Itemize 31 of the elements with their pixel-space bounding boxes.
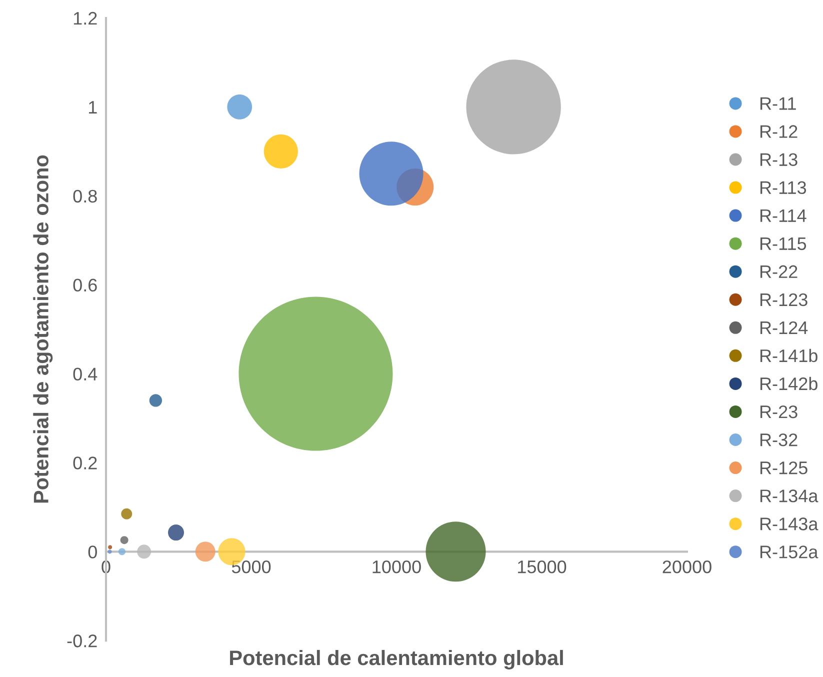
legend-label: R-143a — [760, 518, 818, 530]
legend-label: R-124 — [760, 321, 808, 334]
y-axis-title: Potencial de agotamiento de ozono — [33, 155, 53, 503]
legend-label: R-13 — [760, 153, 798, 166]
legend-label: R-23 — [760, 405, 798, 418]
legend-label: R-11 — [760, 97, 796, 110]
x-tick-label: 20000 — [662, 560, 712, 574]
legend-label: R-114 — [760, 209, 806, 222]
legend-label: R-32 — [760, 433, 798, 446]
y-tick-label: 1 — [89, 101, 97, 114]
legend-label: R-134a — [760, 490, 818, 502]
legend-label: R-142b — [760, 376, 818, 390]
y-tick-label: 1.2 — [74, 12, 97, 25]
legend-label: R-152a — [760, 546, 818, 558]
x-axis-title: Potencial de calentamiento global — [230, 650, 563, 670]
legend-label: R-113 — [760, 181, 806, 194]
y-tick-label: 0.2 — [73, 456, 97, 470]
legend-label: R-141b — [760, 348, 818, 362]
legend-label: R-115 — [760, 237, 806, 250]
x-tick-label: 5000 — [232, 560, 271, 574]
legend-label: R-123 — [760, 293, 808, 306]
x-tick-label: 10000 — [372, 560, 421, 574]
legend-label: R-125 — [760, 461, 808, 474]
legend-label: R-12 — [760, 125, 798, 138]
legend-label: R-22 — [760, 265, 798, 278]
x-tick-label: 15000 — [518, 560, 566, 574]
y-tick-label: 0.4 — [73, 368, 98, 380]
y-tick-label: 0.8 — [73, 190, 97, 203]
y-tick-label: -0.2 — [67, 634, 97, 648]
y-tick-label: 0 — [88, 546, 97, 558]
y-tick-label: 0.6 — [73, 278, 97, 292]
